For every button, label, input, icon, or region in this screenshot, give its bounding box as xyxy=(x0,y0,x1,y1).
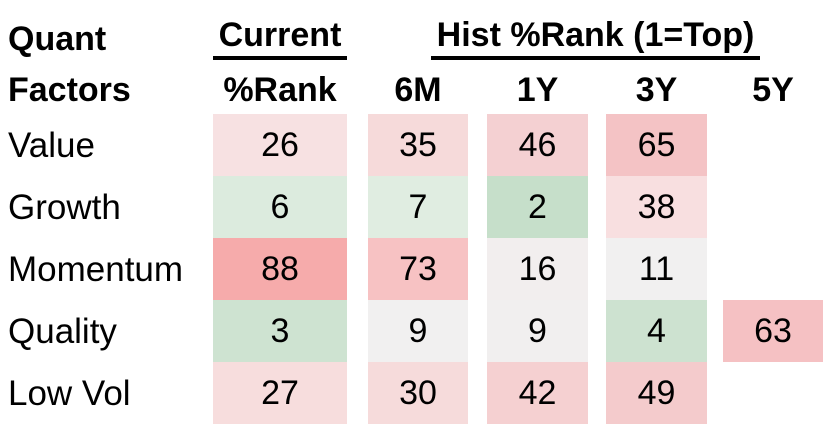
column-header-1y: 1Y xyxy=(516,71,559,109)
rank-cell-quality-3y: 4 xyxy=(606,300,707,362)
rank-cell-value-5y xyxy=(723,114,823,176)
column-header-3y: 3Y xyxy=(635,71,678,109)
rank-cell-momentum-5y xyxy=(723,238,823,300)
rank-cell-momentum-current: 88 xyxy=(213,238,347,300)
rank-cell-quality-5y: 63 xyxy=(723,300,823,362)
rank-cell-value-3y: 65 xyxy=(606,114,707,176)
rank-cell-low-vol-current: 27 xyxy=(213,362,347,424)
column-header-6m: 6M xyxy=(394,71,442,109)
column-group-hist-label: Hist %Rank (1=Top) xyxy=(430,18,761,60)
rank-cell-quality-current: 3 xyxy=(213,300,347,362)
rank-cell-low-vol-5y xyxy=(723,362,823,424)
rank-cell-value-current: 26 xyxy=(213,114,347,176)
column-header-5y: 5Y xyxy=(752,71,794,109)
corner-header-line2: Factors xyxy=(8,71,131,109)
factor-label-value: Value xyxy=(8,125,95,165)
factor-label-low-vol: Low Vol xyxy=(8,373,131,413)
corner-header-line1: Quant xyxy=(8,20,107,58)
factor-label-quality: Quality xyxy=(8,311,117,351)
rank-cell-momentum-1y: 16 xyxy=(487,238,588,300)
rank-cell-value-6m: 35 xyxy=(368,114,468,176)
rank-cell-quality-6m: 9 xyxy=(368,300,468,362)
rank-cell-growth-1y: 2 xyxy=(487,176,588,238)
column-header-current-rank: %Rank xyxy=(223,71,337,109)
factor-label-growth: Growth xyxy=(8,187,121,227)
rank-cell-low-vol-6m: 30 xyxy=(368,362,468,424)
rank-cell-low-vol-3y: 49 xyxy=(606,362,707,424)
rank-cell-momentum-6m: 73 xyxy=(368,238,468,300)
rank-cell-growth-current: 6 xyxy=(213,176,347,238)
factor-label-momentum: Momentum xyxy=(8,249,184,289)
rank-cell-growth-3y: 38 xyxy=(606,176,707,238)
rank-cell-value-1y: 46 xyxy=(487,114,588,176)
column-group-hist: Hist %Rank (1=Top) xyxy=(368,0,823,60)
rank-cell-momentum-3y: 11 xyxy=(606,238,707,300)
rank-cell-growth-5y xyxy=(723,176,823,238)
rank-cell-growth-6m: 7 xyxy=(368,176,468,238)
column-group-current-label: Current xyxy=(212,18,348,60)
rank-cell-quality-1y: 9 xyxy=(487,300,588,362)
column-group-current: Current xyxy=(212,0,348,60)
rank-cell-low-vol-1y: 42 xyxy=(487,362,588,424)
